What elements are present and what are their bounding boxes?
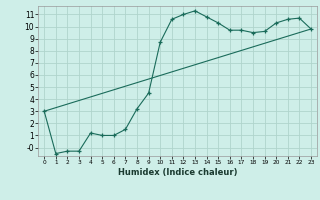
X-axis label: Humidex (Indice chaleur): Humidex (Indice chaleur) bbox=[118, 168, 237, 177]
